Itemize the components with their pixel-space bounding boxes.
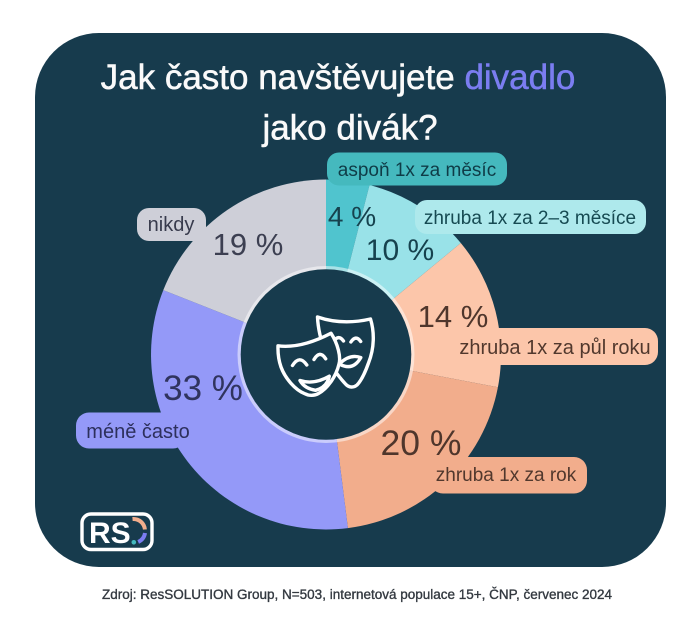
- svg-text:zhruba 1x za 2–3 měsíce: zhruba 1x za 2–3 měsíce: [424, 208, 636, 229]
- svg-text:Jak často navštěvujete divadlo: Jak často navštěvujete divadlo: [101, 58, 576, 97]
- svg-text:20 %: 20 %: [381, 423, 462, 463]
- svg-text:aspoň 1x za měsíc: aspoň 1x za měsíc: [338, 160, 496, 181]
- svg-text:Zdroj: ResSOLUTION Group, N=50: Zdroj: ResSOLUTION Group, N=503, interne…: [102, 587, 613, 602]
- svg-text:RS: RS: [89, 517, 131, 550]
- svg-text:zhruba 1x za půl roku: zhruba 1x za půl roku: [459, 337, 650, 359]
- svg-text:zhruba 1x za rok: zhruba 1x za rok: [436, 465, 577, 486]
- svg-text:10 %: 10 %: [366, 234, 434, 267]
- svg-text:14 %: 14 %: [418, 299, 489, 334]
- svg-text:nikdy: nikdy: [148, 214, 195, 236]
- svg-text:jako divák?: jako divák?: [261, 109, 437, 148]
- svg-text:33 %: 33 %: [163, 369, 243, 408]
- svg-text:4 %: 4 %: [328, 201, 376, 232]
- svg-text:méně často: méně často: [86, 421, 189, 443]
- svg-text:19 %: 19 %: [213, 227, 284, 262]
